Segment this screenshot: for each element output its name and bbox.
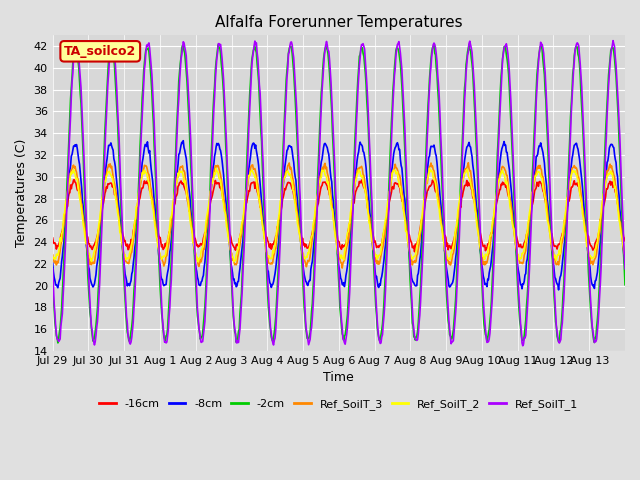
Ref_SoilT_2: [49, 254, 56, 260]
-2cm: [222, 143, 230, 149]
Ref_SoilT_1: [430, 40, 438, 46]
Ref_SoilT_1: [609, 38, 617, 44]
-16cm: [399, 198, 406, 204]
-8cm: [272, 265, 280, 271]
-2cm: [250, 47, 258, 52]
Line: Ref_SoilT_3: Ref_SoilT_3: [52, 163, 625, 268]
Ref_SoilT_2: [399, 202, 406, 208]
Y-axis label: Temperatures (C): Temperatures (C): [15, 139, 28, 247]
Ref_SoilT_2: [116, 229, 124, 235]
Ref_SoilT_2: [431, 180, 439, 186]
Ref_SoilT_3: [49, 252, 56, 258]
Line: Ref_SoilT_2: Ref_SoilT_2: [52, 168, 625, 262]
-2cm: [465, 42, 473, 48]
Ref_SoilT_3: [431, 171, 438, 177]
-8cm: [555, 287, 563, 293]
X-axis label: Time: Time: [323, 371, 354, 384]
Ref_SoilT_1: [49, 266, 56, 272]
-8cm: [49, 260, 56, 265]
Ref_SoilT_3: [339, 265, 346, 271]
-8cm: [431, 146, 438, 152]
Ref_SoilT_2: [250, 171, 258, 177]
Ref_SoilT_3: [116, 223, 124, 229]
-2cm: [399, 98, 406, 104]
Ref_SoilT_3: [221, 204, 229, 209]
Ref_SoilT_1: [621, 266, 629, 272]
Ref_SoilT_1: [116, 158, 124, 164]
-2cm: [621, 282, 629, 288]
-16cm: [431, 189, 439, 194]
-8cm: [250, 141, 258, 146]
Line: -2cm: -2cm: [52, 45, 625, 343]
Ref_SoilT_1: [271, 335, 279, 341]
-8cm: [399, 174, 406, 180]
Ref_SoilT_3: [621, 252, 629, 258]
-8cm: [222, 196, 230, 202]
Text: TA_soilco2: TA_soilco2: [64, 45, 136, 58]
-16cm: [49, 235, 56, 241]
-8cm: [116, 215, 124, 221]
-2cm: [431, 50, 438, 56]
Ref_SoilT_3: [465, 160, 472, 166]
Title: Alfalfa Forerunner Temperatures: Alfalfa Forerunner Temperatures: [215, 15, 463, 30]
Ref_SoilT_2: [621, 253, 629, 259]
-2cm: [49, 284, 56, 290]
-2cm: [116, 194, 124, 200]
-8cm: [621, 264, 629, 270]
-16cm: [70, 177, 78, 183]
Ref_SoilT_2: [272, 235, 280, 240]
-2cm: [272, 313, 280, 319]
Ref_SoilT_3: [250, 167, 257, 172]
Line: -16cm: -16cm: [52, 180, 625, 252]
Line: Ref_SoilT_1: Ref_SoilT_1: [52, 41, 625, 346]
-16cm: [222, 210, 230, 216]
Legend: -16cm, -8cm, -2cm, Ref_SoilT_3, Ref_SoilT_2, Ref_SoilT_1: -16cm, -8cm, -2cm, Ref_SoilT_3, Ref_Soil…: [95, 395, 583, 415]
-16cm: [411, 249, 419, 254]
Ref_SoilT_1: [250, 49, 257, 55]
Ref_SoilT_2: [426, 166, 433, 171]
-16cm: [250, 179, 258, 185]
-16cm: [116, 219, 124, 225]
-2cm: [54, 340, 61, 346]
-16cm: [621, 238, 629, 244]
Ref_SoilT_1: [519, 343, 527, 348]
Ref_SoilT_2: [195, 259, 202, 264]
-8cm: [179, 138, 187, 144]
Ref_SoilT_2: [222, 215, 230, 221]
Ref_SoilT_1: [398, 67, 406, 72]
-16cm: [272, 233, 280, 239]
Line: -8cm: -8cm: [52, 141, 625, 290]
Ref_SoilT_3: [399, 193, 406, 199]
Ref_SoilT_3: [271, 247, 279, 252]
Ref_SoilT_1: [221, 108, 229, 113]
